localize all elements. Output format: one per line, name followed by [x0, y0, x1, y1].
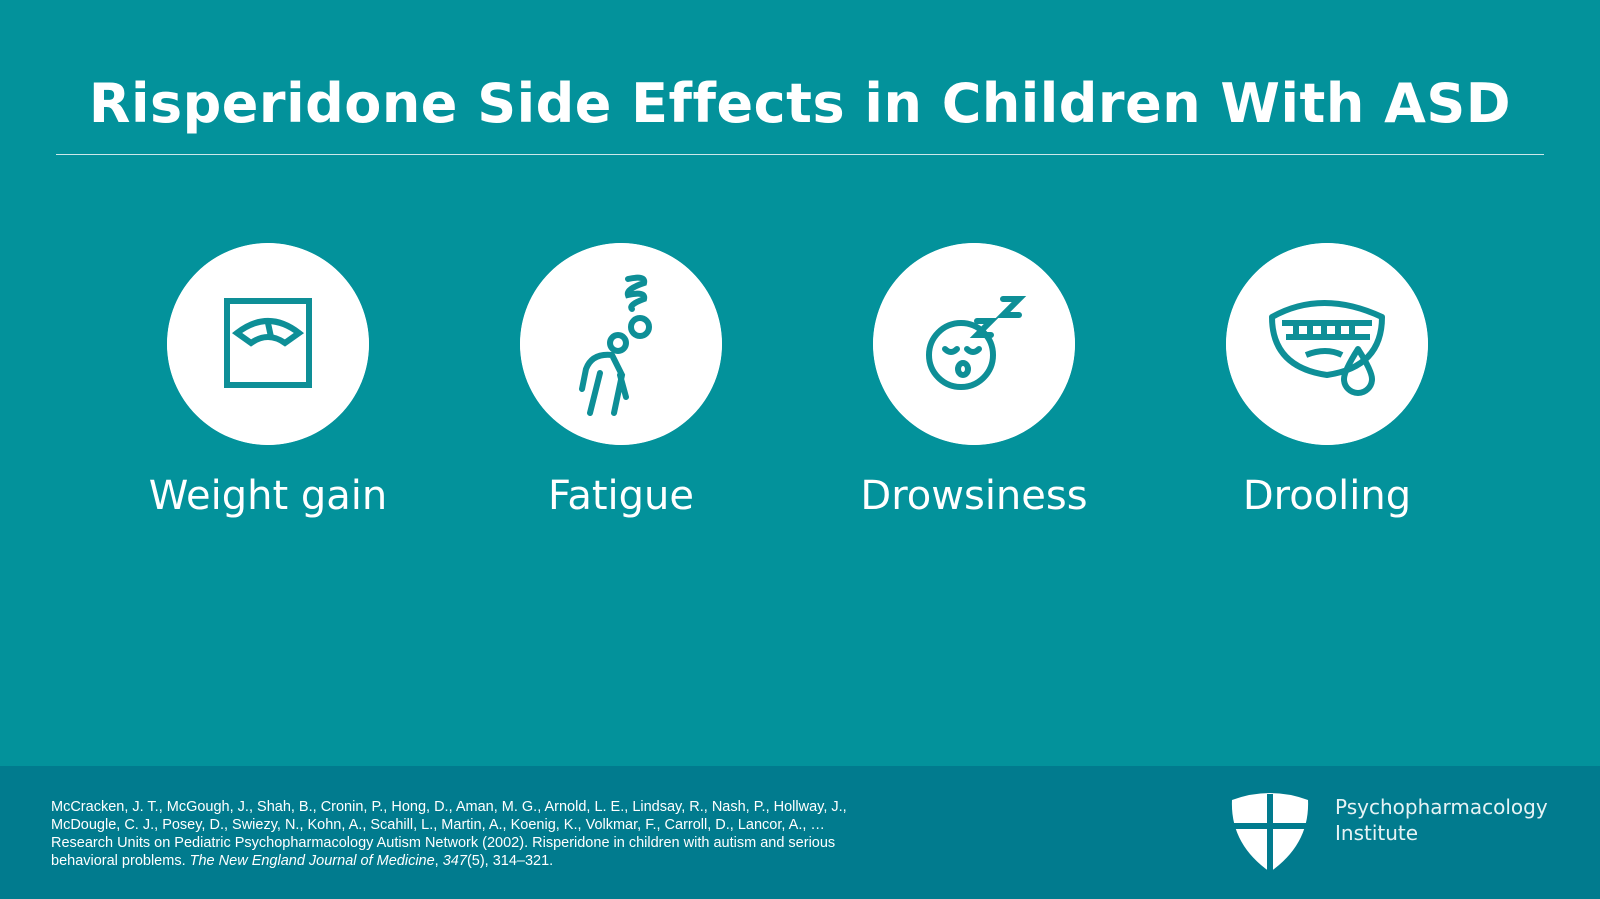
- logo-text: Psychopharmacology Institute: [1335, 794, 1548, 846]
- item: Weight gain: [118, 243, 418, 519]
- citation-text: ,: [434, 853, 443, 869]
- item-label: Weight gain: [148, 473, 388, 519]
- item: Drooling: [1177, 243, 1477, 519]
- item: Fatigue: [471, 243, 771, 519]
- item-label: Drowsiness: [860, 473, 1088, 519]
- icon: [167, 243, 369, 445]
- logo-line: Psychopharmacology: [1335, 795, 1548, 819]
- divider: [56, 154, 1544, 155]
- citation-text: McCracken, J. T., McGough, J., Shah, B.,…: [51, 799, 847, 869]
- item: Drowsiness: [824, 243, 1124, 519]
- footer: McCracken, J. T., McGough, J., Shah, B.,…: [0, 766, 1600, 899]
- citation-journal: The New England Journal of Medicine: [189, 853, 435, 869]
- icon: [520, 243, 722, 445]
- logo-shield: [1231, 793, 1309, 872]
- citation: McCracken, J. T., McGough, J., Shah, B.,…: [51, 798, 871, 870]
- icon: [873, 243, 1075, 445]
- citation-text: (5), 314–321.: [466, 853, 554, 869]
- citation-volume: 347: [442, 853, 467, 869]
- logo-line: Institute: [1335, 821, 1419, 845]
- title: Risperidone Side Effects in Children Wit…: [88, 72, 1512, 135]
- icon: [1226, 243, 1428, 445]
- item-label: Fatigue: [548, 473, 694, 519]
- item-label: Drooling: [1242, 473, 1412, 519]
